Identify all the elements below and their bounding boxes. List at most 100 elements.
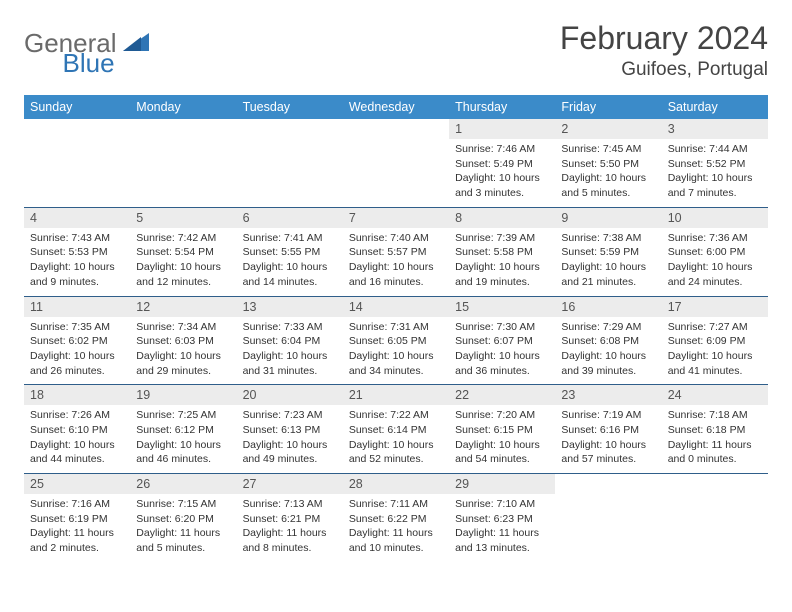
calendar-day-cell: 9Sunrise: 7:38 AMSunset: 5:59 PMDaylight… [555,207,661,296]
calendar-day-cell: 7Sunrise: 7:40 AMSunset: 5:57 PMDaylight… [343,207,449,296]
sunset-text: Sunset: 5:52 PM [668,157,762,172]
sunrise-text: Sunrise: 7:39 AM [455,231,549,246]
calendar-day-cell: 27Sunrise: 7:13 AMSunset: 6:21 PMDayligh… [237,474,343,562]
sunset-text: Sunset: 6:19 PM [30,512,124,527]
calendar-day-cell: 2Sunrise: 7:45 AMSunset: 5:50 PMDaylight… [555,119,661,207]
calendar-day-cell: 6Sunrise: 7:41 AMSunset: 5:55 PMDaylight… [237,207,343,296]
day-number: 28 [343,474,449,494]
sunrise-text: Sunrise: 7:29 AM [561,320,655,335]
sunrise-text: Sunrise: 7:36 AM [668,231,762,246]
logo-triangle-icon [123,31,149,56]
daylight-text: Daylight: 10 hours and 36 minutes. [455,349,549,378]
day-number: 13 [237,297,343,317]
logo: General Blue [24,20,209,59]
day-number: 17 [662,297,768,317]
day-details: Sunrise: 7:23 AMSunset: 6:13 PMDaylight:… [237,405,343,473]
day-number: 4 [24,208,130,228]
day-details: Sunrise: 7:10 AMSunset: 6:23 PMDaylight:… [449,494,555,562]
daylight-text: Daylight: 10 hours and 21 minutes. [561,260,655,289]
day-number: 23 [555,385,661,405]
calendar-day-cell: 1Sunrise: 7:46 AMSunset: 5:49 PMDaylight… [449,119,555,207]
sunset-text: Sunset: 6:21 PM [243,512,337,527]
day-details: Sunrise: 7:11 AMSunset: 6:22 PMDaylight:… [343,494,449,562]
calendar-day-cell: 5Sunrise: 7:42 AMSunset: 5:54 PMDaylight… [130,207,236,296]
sunset-text: Sunset: 5:49 PM [455,157,549,172]
calendar-day-cell [343,119,449,207]
day-number: 12 [130,297,236,317]
calendar-day-cell: 11Sunrise: 7:35 AMSunset: 6:02 PMDayligh… [24,296,130,385]
calendar-day-cell: 3Sunrise: 7:44 AMSunset: 5:52 PMDaylight… [662,119,768,207]
sunset-text: Sunset: 6:18 PM [668,423,762,438]
day-details: Sunrise: 7:45 AMSunset: 5:50 PMDaylight:… [555,139,661,207]
calendar-day-cell: 25Sunrise: 7:16 AMSunset: 6:19 PMDayligh… [24,474,130,562]
title-block: February 2024 Guifoes, Portugal [560,20,768,81]
sunrise-text: Sunrise: 7:30 AM [455,320,549,335]
month-title: February 2024 [560,20,768,57]
day-details: Sunrise: 7:25 AMSunset: 6:12 PMDaylight:… [130,405,236,473]
sunset-text: Sunset: 6:07 PM [455,334,549,349]
sunrise-text: Sunrise: 7:46 AM [455,142,549,157]
sunrise-text: Sunrise: 7:15 AM [136,497,230,512]
calendar-day-cell: 13 Sunrise: 7:33 AMSunset: 6:04 PMDayligh… [237,296,343,385]
day-details: Sunrise: 7:41 AMSunset: 5:55 PMDaylight:… [237,228,343,296]
day-number: 2 [555,119,661,139]
weekday-header: Thursday [449,95,555,119]
daylight-text: Daylight: 11 hours and 8 minutes. [243,526,337,555]
daylight-text: Daylight: 10 hours and 54 minutes. [455,438,549,467]
sunrise-text: Sunrise: 7:45 AM [561,142,655,157]
calendar-day-cell [237,119,343,207]
calendar-day-cell: 10Sunrise: 7:36 AMSunset: 6:00 PMDayligh… [662,207,768,296]
day-details: Sunrise: 7:42 AMSunset: 5:54 PMDaylight:… [130,228,236,296]
sunset-text: Sunset: 6:09 PM [668,334,762,349]
daylight-text: Daylight: 10 hours and 46 minutes. [136,438,230,467]
calendar-day-cell: 19Sunrise: 7:25 AMSunset: 6:12 PMDayligh… [130,385,236,474]
day-number: 1 [449,119,555,139]
daylight-text: Daylight: 11 hours and 0 minutes. [668,438,762,467]
day-details: Sunrise: 7:30 AMSunset: 6:07 PMDaylight:… [449,317,555,385]
sunrise-text: Sunrise: 7:10 AM [455,497,549,512]
calendar-day-cell: 16Sunrise: 7:29 AMSunset: 6:08 PMDayligh… [555,296,661,385]
day-number: 8 [449,208,555,228]
day-number: 6 [237,208,343,228]
calendar-week-row: 1 Sunrise: 7:46 AMSunset: 5:49 PM Daylight… [24,119,768,207]
day-number: 18 [24,385,130,405]
sunset-text: Sunset: 6:10 PM [30,423,124,438]
day-details: Sunrise: 7:39 AMSunset: 5:58 PMDaylight:… [449,228,555,296]
day-details: Sunrise: 7:19 AMSunset: 6:16 PMDaylight:… [555,405,661,473]
day-number: 25 [24,474,130,494]
day-details: Sunrise: 7:34 AMSunset: 6:03 PMDaylight:… [130,317,236,385]
sunset-text: Sunset: 5:58 PM [455,245,549,260]
day-details: Sunrise: 7:43 AMSunset: 5:53 PMDaylight:… [24,228,130,296]
day-details: Sunrise: 7:18 AMSunset: 6:18 PMDaylight:… [662,405,768,473]
calendar-day-cell: 23Sunrise: 7:19 AMSunset: 6:16 PMDayligh… [555,385,661,474]
calendar-day-cell: 22Sunrise: 7:20 AMSunset: 6:15 PMDayligh… [449,385,555,474]
daylight-text: Daylight: 10 hours and 5 minutes. [561,171,655,200]
day-details: Sunrise: 7:44 AMSunset: 5:52 PMDaylight:… [662,139,768,207]
sunset-text: Sunset: 6:04 PM [243,334,337,349]
sunrise-text: Sunrise: 7:33 AM [243,320,337,335]
sunset-text: Sunset: 6:02 PM [30,334,124,349]
day-number: 14 [343,297,449,317]
weekday-header: Tuesday [237,95,343,119]
weekday-header: Wednesday [343,95,449,119]
day-details: Sunrise: 7:26 AMSunset: 6:10 PMDaylight:… [24,405,130,473]
sunrise-text: Sunrise: 7:22 AM [349,408,443,423]
weekday-header: Sunday [24,95,130,119]
day-details: Sunrise: 7:20 AMSunset: 6:15 PMDaylight:… [449,405,555,473]
daylight-text: Daylight: 11 hours and 10 minutes. [349,526,443,555]
daylight-text: Daylight: 10 hours and 52 minutes. [349,438,443,467]
daylight-text: Daylight: 10 hours and 31 minutes. [243,349,337,378]
day-details: Sunrise: 7:29 AMSunset: 6:08 PMDaylight:… [555,317,661,385]
daylight-text: Daylight: 10 hours and 16 minutes. [349,260,443,289]
day-number: 7 [343,208,449,228]
day-number: 9 [555,208,661,228]
calendar-week-row: 25Sunrise: 7:16 AMSunset: 6:19 PMDayligh… [24,474,768,562]
sunset-text: Sunset: 6:22 PM [349,512,443,527]
day-number: 3 [662,119,768,139]
day-number: 21 [343,385,449,405]
sunrise-text: Sunrise: 7:23 AM [243,408,337,423]
sunrise-text: Sunrise: 7:41 AM [243,231,337,246]
calendar-table: Sunday Monday Tuesday Wednesday Thursday… [24,95,768,562]
daylight-text: Daylight: 10 hours and 29 minutes. [136,349,230,378]
day-details: Sunrise: 7:35 AMSunset: 6:02 PMDaylight:… [24,317,130,385]
